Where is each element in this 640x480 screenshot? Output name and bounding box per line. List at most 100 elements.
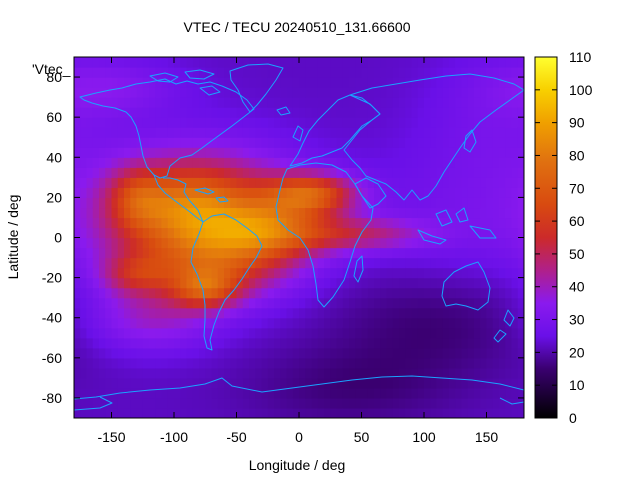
heatmap-cell: [474, 347, 481, 359]
heatmap-cell: [130, 127, 138, 138]
heatmap-cell: [492, 317, 500, 329]
heatmap-cell: [442, 97, 450, 108]
heatmap-cell: [442, 337, 450, 349]
heatmap-cell: [461, 87, 469, 98]
heatmap-cell: [467, 107, 475, 118]
heatmap-cell: [474, 87, 481, 98]
heatmap-cell: [442, 227, 450, 239]
heatmap-cell: [105, 367, 113, 379]
heatmap-cell: [199, 117, 206, 128]
heatmap-cell: [242, 247, 250, 259]
heatmap-cell: [117, 227, 125, 239]
heatmap-cell: [124, 157, 131, 168]
heatmap-cell: [142, 207, 150, 219]
heatmap-cell: [199, 387, 206, 399]
heatmap-cell: [505, 297, 513, 309]
heatmap-cell: [249, 247, 256, 259]
heatmap-cell: [180, 197, 188, 209]
heatmap-cell: [486, 287, 494, 299]
heatmap-cell: [292, 377, 300, 389]
heatmap-cell: [386, 187, 394, 198]
heatmap-cell: [399, 167, 406, 178]
heatmap-cell: [217, 127, 225, 138]
heatmap-cell: [136, 327, 144, 339]
heatmap-cell: [167, 187, 175, 198]
heatmap-cell: [236, 187, 244, 198]
heatmap-cell: [105, 187, 113, 198]
heatmap-cell: [236, 147, 244, 158]
heatmap-cell: [461, 127, 469, 138]
heatmap-cell: [274, 167, 281, 178]
heatmap-cell: [111, 387, 119, 399]
heatmap-cell: [286, 267, 294, 279]
heatmap-cell: [505, 407, 513, 418]
heatmap-cell: [230, 367, 238, 379]
heatmap-cell: [461, 177, 469, 188]
heatmap-cell: [205, 277, 213, 289]
heatmap-cell: [467, 87, 475, 98]
heatmap-cell: [355, 127, 363, 138]
heatmap-cell: [255, 117, 263, 128]
heatmap-cell: [342, 397, 350, 409]
heatmap-cell: [180, 217, 188, 229]
heatmap-cell: [305, 357, 313, 369]
heatmap-cell: [455, 117, 463, 128]
heatmap-cell: [267, 347, 275, 359]
heatmap-cell: [149, 307, 156, 319]
heatmap-cell: [386, 127, 394, 138]
heatmap-cell: [80, 317, 88, 329]
heatmap-cell: [249, 137, 256, 148]
heatmap-cell: [99, 197, 106, 209]
heatmap-cell: [267, 217, 275, 229]
heatmap-cell: [449, 387, 456, 399]
heatmap-cell: [392, 297, 400, 309]
heatmap-cell: [92, 327, 100, 339]
heatmap-cell: [74, 287, 81, 299]
heatmap-cell: [461, 407, 469, 418]
heatmap-cell: [74, 387, 81, 399]
heatmap-cell: [267, 227, 275, 239]
heatmap-cell: [255, 77, 263, 88]
heatmap-cell: [505, 257, 513, 269]
heatmap-cell: [224, 387, 231, 399]
heatmap-cell: [405, 407, 413, 418]
heatmap-cell: [186, 167, 194, 178]
heatmap-cell: [330, 137, 338, 148]
heatmap-cell: [349, 67, 356, 78]
heatmap-cell: [99, 57, 106, 68]
heatmap-cell: [280, 137, 288, 148]
heatmap-cell: [492, 137, 500, 148]
heatmap-cell: [486, 307, 494, 319]
x-tick-label: -150: [97, 429, 125, 445]
heatmap-cell: [380, 387, 388, 399]
heatmap-cell: [242, 367, 250, 379]
heatmap-cell: [224, 327, 231, 339]
heatmap-cell: [424, 387, 431, 399]
heatmap-cell: [449, 177, 456, 188]
heatmap-cell: [99, 327, 106, 339]
heatmap-cell: [399, 157, 406, 168]
heatmap-cell: [517, 157, 524, 168]
heatmap-cell: [261, 187, 269, 198]
heatmap-cell: [336, 77, 344, 88]
heatmap-cell: [105, 157, 113, 168]
heatmap-cell: [217, 227, 225, 239]
heatmap-cell: [424, 77, 431, 88]
heatmap-cell: [155, 367, 163, 379]
heatmap-cell: [317, 87, 325, 98]
heatmap-cell: [305, 397, 313, 409]
heatmap-cell: [480, 367, 488, 379]
heatmap-cell: [205, 337, 213, 349]
heatmap-cell: [499, 137, 506, 148]
heatmap-cell: [330, 307, 338, 319]
heatmap-cell: [174, 357, 181, 369]
heatmap-cell: [367, 397, 375, 409]
heatmap-cell: [142, 217, 150, 229]
heatmap-cell: [286, 337, 294, 349]
heatmap-cell: [224, 237, 231, 249]
heatmap-cell: [436, 247, 444, 259]
heatmap-cell: [167, 77, 175, 88]
heatmap-cell: [236, 377, 244, 389]
heatmap-cell: [461, 397, 469, 409]
